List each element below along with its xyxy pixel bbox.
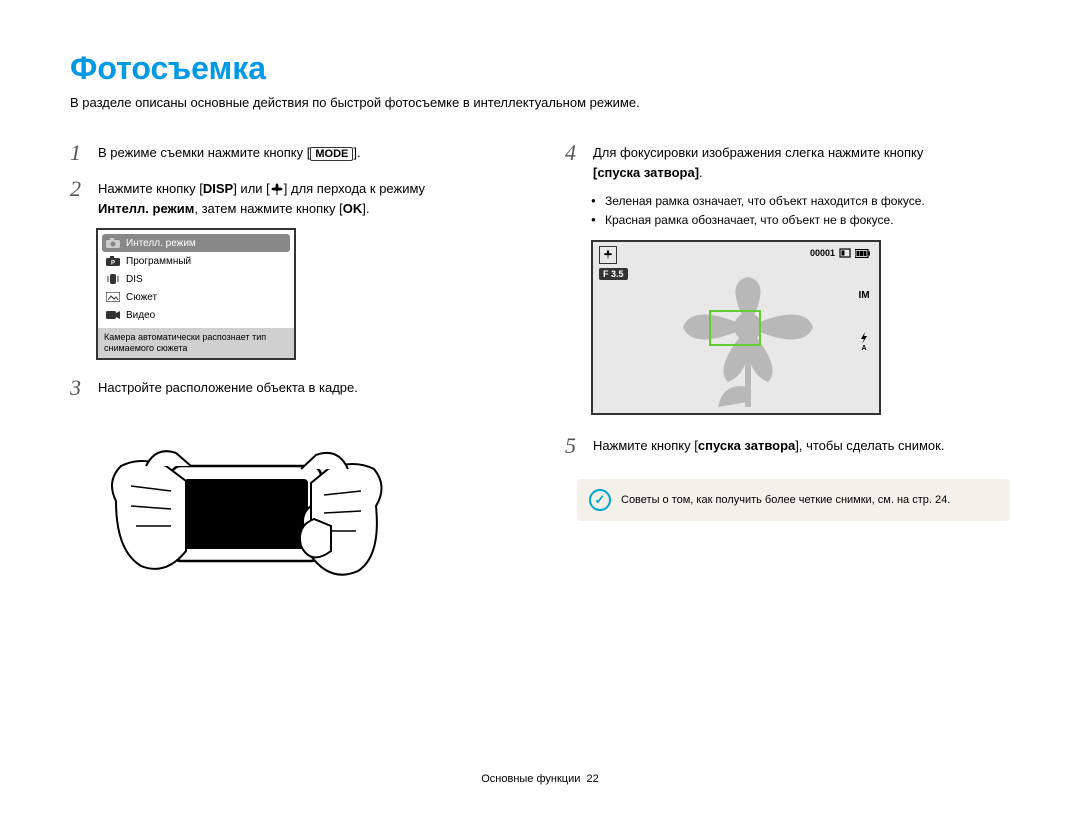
text: ] для перхода к режиму: [284, 181, 425, 196]
menu-label: DIS: [126, 274, 143, 285]
menu-list: Интелл. режим P Программный DIS: [98, 230, 294, 328]
step-body: Настройте расположение объекта в кадре.: [98, 375, 358, 398]
sd-icon: [839, 248, 851, 258]
shutter-key: [спуска затвора]: [593, 165, 699, 180]
flash-indicator-icon: A: [857, 331, 871, 352]
info-icon: ✓: [589, 489, 611, 511]
camera-preview: 00001 F 3.5 IM A: [591, 240, 881, 415]
ok-key: OK: [343, 201, 363, 216]
camera-p-icon: P: [106, 255, 120, 267]
menu-item-video[interactable]: Видео: [102, 306, 290, 324]
menu-label: Сюжет: [126, 292, 157, 303]
menu-caption: Камера автоматически распознает тип сним…: [98, 328, 294, 358]
step-number: 1: [70, 140, 98, 166]
size-indicator: IM: [858, 290, 869, 301]
text: Нажмите кнопку [: [98, 181, 203, 196]
page-title: Фотосъемка: [70, 50, 1010, 87]
hands-holding-camera-illustration: [96, 411, 396, 611]
step-body: В режиме съемки нажмите кнопку [MODE].: [98, 140, 361, 163]
menu-item-scene[interactable]: Сюжет: [102, 288, 290, 306]
text: ].: [362, 201, 369, 216]
step-number: 4: [565, 140, 593, 166]
step-body: Для фокусировки изображения слегка нажми…: [593, 140, 923, 182]
intro-text: В разделе описаны основные действия по б…: [70, 95, 1010, 110]
text: ], чтобы сделать снимок.: [795, 438, 944, 453]
left-column: 1 В режиме съемки нажмите кнопку [MODE].…: [70, 140, 515, 611]
mode-name: Интелл. режим: [98, 201, 194, 216]
counter-value: 00001: [810, 248, 835, 258]
scene-icon: [106, 291, 120, 303]
focus-bullets: Зеленая рамка означает, что объект наход…: [591, 192, 1010, 230]
camera-icon: [106, 237, 120, 249]
bullet-red: Красная рамка обозначает, что объект не …: [591, 211, 1010, 230]
menu-item-smart[interactable]: Интелл. режим: [102, 234, 290, 252]
content-columns: 1 В режиме съемки нажмите кнопку [MODE].…: [70, 140, 1010, 611]
step-2: 2 Нажмите кнопку [DISP] или [ ] для перхо…: [70, 176, 515, 218]
footer-page-number: 22: [587, 773, 599, 785]
footer-section: Основные функции: [481, 773, 580, 785]
text: ] или [: [233, 181, 270, 196]
menu-item-dis[interactable]: DIS: [102, 270, 290, 288]
mode-key: MODE: [310, 147, 353, 161]
step-number: 2: [70, 176, 98, 202]
step-5: 5 Нажмите кнопку [спуска затвора], чтобы…: [565, 433, 1010, 459]
menu-label: Видео: [126, 310, 155, 321]
page-footer: Основные функции 22: [0, 773, 1080, 785]
step-3: 3 Настройте расположение объекта в кадре…: [70, 375, 515, 401]
menu-label: Интелл. режим: [126, 238, 196, 249]
step-body: Нажмите кнопку [DISP] или [ ] для перхода…: [98, 176, 425, 218]
text: .: [699, 165, 703, 180]
fnumber-badge: F 3.5: [599, 268, 628, 280]
focus-rectangle: [709, 310, 761, 346]
step-body: Нажмите кнопку [спуска затвора], чтобы с…: [593, 433, 944, 456]
menu-label: Программный: [126, 256, 191, 267]
text: Для фокусировки изображения слегка нажми…: [593, 145, 923, 160]
disp-key: DISP: [203, 181, 233, 196]
step-4: 4 Для фокусировки изображения слегка наж…: [565, 140, 1010, 182]
tip-text: Советы о том, как получить более четкие …: [621, 494, 950, 506]
right-column: 4 Для фокусировки изображения слегка наж…: [565, 140, 1010, 611]
preview-topbar: 00001: [601, 248, 871, 258]
bullet-green: Зеленая рамка означает, что объект наход…: [591, 192, 1010, 211]
step-number: 3: [70, 375, 98, 401]
dis-icon: [106, 273, 120, 285]
shutter-key: спуска затвора: [698, 438, 795, 453]
text: Нажмите кнопку [: [593, 438, 698, 453]
svg-text:P: P: [111, 261, 115, 267]
video-icon: [106, 309, 120, 321]
text: , затем нажмите кнопку [: [194, 201, 342, 216]
mode-menu-panel: Интелл. режим P Программный DIS: [96, 228, 296, 360]
macro-icon: [270, 183, 284, 197]
preview-right-icons: IM A: [857, 290, 871, 352]
text: В режиме съемки нажмите кнопку [: [98, 145, 310, 160]
menu-item-program[interactable]: P Программный: [102, 252, 290, 270]
battery-icon: [855, 249, 871, 258]
step-number: 5: [565, 433, 593, 459]
step-1: 1 В режиме съемки нажмите кнопку [MODE].: [70, 140, 515, 166]
tip-box: ✓ Советы о том, как получить более четки…: [577, 479, 1010, 521]
text: ].: [353, 145, 360, 160]
